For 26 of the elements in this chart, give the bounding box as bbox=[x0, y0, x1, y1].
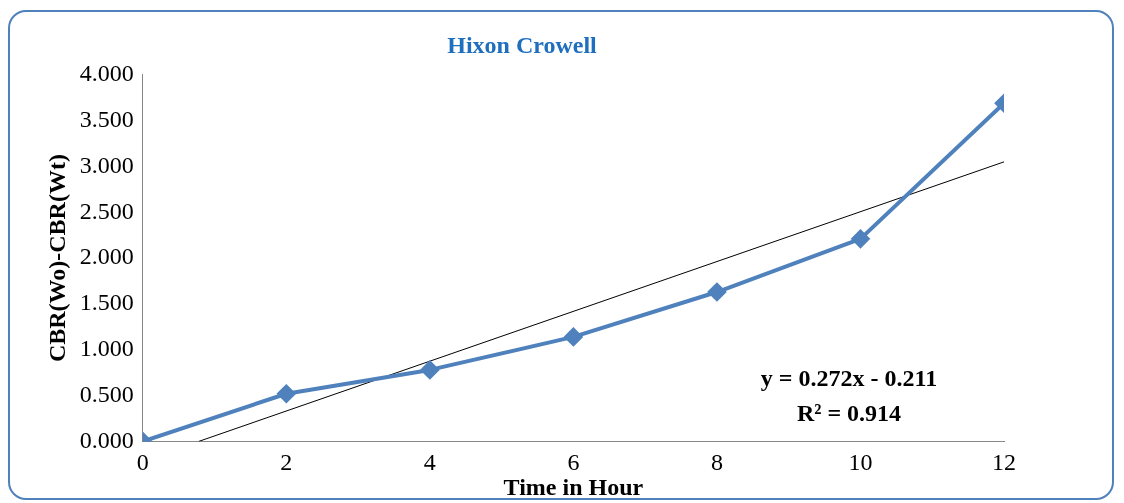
point bbox=[707, 283, 726, 302]
y-tick-label: 0.000 bbox=[79, 426, 134, 453]
point bbox=[277, 384, 296, 403]
x-tick-label: 2 bbox=[280, 449, 293, 476]
y-tick-label: 1.500 bbox=[79, 289, 134, 316]
point bbox=[851, 229, 870, 248]
y-tick-label: 2.000 bbox=[79, 243, 134, 270]
y-tick-label: 1.000 bbox=[79, 335, 134, 362]
y-axis-title: CBR(Wo)-CBR(Wt) bbox=[43, 154, 70, 363]
y-tick-label: 4.000 bbox=[79, 60, 134, 87]
y-tick-label: 3.000 bbox=[79, 151, 134, 178]
annotation: R² = 0.914 bbox=[796, 400, 902, 427]
point bbox=[564, 327, 583, 346]
y-tick-label: 3.500 bbox=[79, 105, 134, 132]
x-tick-label: 10 bbox=[848, 449, 873, 476]
x-tick-label: 6 bbox=[567, 449, 580, 476]
y-tick-label: 2.500 bbox=[79, 197, 134, 224]
point bbox=[420, 360, 439, 379]
y-tick-label: 0.500 bbox=[79, 380, 134, 407]
x-tick-label: 12 bbox=[992, 449, 1016, 476]
x-tick-label: 0 bbox=[136, 449, 149, 476]
x-tick-label: 8 bbox=[710, 449, 723, 476]
x-tick-label: 4 bbox=[423, 449, 436, 476]
chart-title: Hixon Crowell bbox=[447, 31, 598, 58]
annotation: y = 0.272x - 0.211 bbox=[760, 365, 938, 392]
x-axis-title: Time in Hour bbox=[503, 473, 644, 500]
